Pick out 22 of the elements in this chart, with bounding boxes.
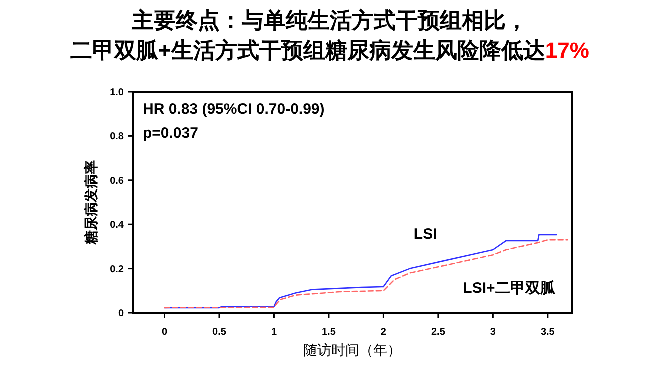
x-tick-label: 1.5 — [322, 327, 336, 338]
series-label: LSI — [414, 226, 438, 244]
y-tick-label: 0.2 — [110, 264, 124, 276]
x-tick-label: 1 — [271, 327, 278, 338]
annotation: HR 0.83 (95%CI 0.70-0.99) — [143, 101, 325, 118]
y-axis-title: 糖尿病发病率 — [83, 160, 99, 246]
annotation: p=0.037 — [143, 125, 198, 142]
x-tick-label: 0 — [162, 327, 168, 338]
chart-subtitle: 二甲双胍+生活方式干预组糖尿病发生风险降低达17% — [70, 38, 590, 63]
y-tick-label: 0.8 — [110, 132, 124, 143]
chart-title: 主要终点：与单纯生活方式干预组相比， — [131, 8, 528, 33]
y-tick-label: 0.6 — [110, 176, 124, 187]
y-tick-label: 0 — [118, 308, 124, 320]
y-tick-label: 0.4 — [110, 220, 124, 232]
x-tick-label: 3.5 — [540, 327, 556, 338]
x-tick-label: 2.5 — [431, 327, 446, 338]
x-axis-title: 随访时间（年） — [304, 342, 402, 358]
x-tick-label: 3 — [490, 327, 496, 338]
x-tick-label: 2 — [380, 327, 387, 338]
series-label: LSI+二甲双胍 — [463, 280, 556, 298]
x-tick-label: 0.5 — [212, 327, 227, 338]
y-tick-label: 1.0 — [110, 88, 124, 98]
